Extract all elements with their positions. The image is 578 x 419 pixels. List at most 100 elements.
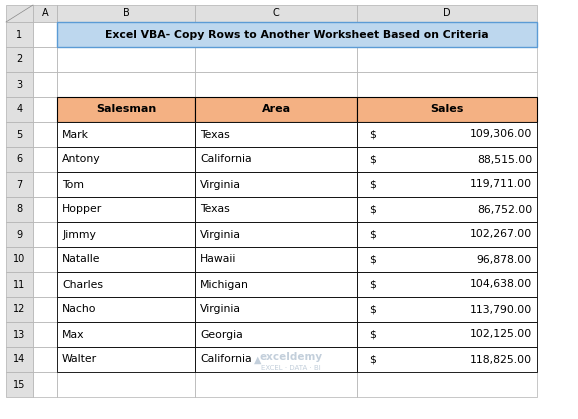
Text: Michigan: Michigan <box>200 279 249 290</box>
Bar <box>57 22 537 47</box>
Text: 104,638.00: 104,638.00 <box>470 279 532 290</box>
Bar <box>57 372 195 397</box>
Text: 88,515.00: 88,515.00 <box>477 155 532 165</box>
Text: B: B <box>123 8 129 18</box>
Text: 9: 9 <box>16 230 23 240</box>
Text: Sales: Sales <box>430 104 464 114</box>
Text: exceldemy: exceldemy <box>260 352 323 362</box>
Text: D: D <box>443 8 451 18</box>
Bar <box>195 97 357 122</box>
Bar <box>357 197 537 222</box>
Bar <box>57 122 195 147</box>
Bar <box>6 197 33 222</box>
Text: 5: 5 <box>16 129 23 140</box>
Text: $: $ <box>369 230 376 240</box>
Text: Walter: Walter <box>62 354 97 365</box>
Text: 10: 10 <box>13 254 25 264</box>
Bar <box>6 72 33 97</box>
Bar <box>33 5 57 22</box>
Text: $: $ <box>369 279 376 290</box>
Bar <box>6 22 33 47</box>
Bar <box>357 297 537 322</box>
Text: $: $ <box>369 129 376 140</box>
Text: Mark: Mark <box>62 129 89 140</box>
Bar <box>195 322 357 347</box>
Text: 8: 8 <box>16 204 23 215</box>
Text: 2: 2 <box>16 54 23 65</box>
Bar <box>357 222 537 247</box>
Bar <box>357 247 537 272</box>
Bar <box>6 172 33 197</box>
Bar <box>33 372 57 397</box>
Bar <box>57 347 195 372</box>
Bar <box>57 72 195 97</box>
Bar <box>357 97 537 122</box>
Bar <box>33 347 57 372</box>
Bar <box>195 122 357 147</box>
Text: 11: 11 <box>13 279 25 290</box>
Text: Antony: Antony <box>62 155 101 165</box>
Text: 96,878.00: 96,878.00 <box>477 254 532 264</box>
Text: 3: 3 <box>16 80 23 90</box>
Bar <box>33 247 57 272</box>
Text: 118,825.00: 118,825.00 <box>470 354 532 365</box>
Bar <box>57 247 195 272</box>
Bar <box>195 97 357 122</box>
Bar <box>357 272 537 297</box>
Bar <box>57 147 195 172</box>
Bar <box>57 347 195 372</box>
Bar <box>57 222 195 247</box>
Bar <box>6 97 33 122</box>
Text: $: $ <box>369 254 376 264</box>
Bar <box>33 222 57 247</box>
Text: 86,752.00: 86,752.00 <box>477 204 532 215</box>
Bar <box>195 72 357 97</box>
Bar <box>33 197 57 222</box>
Bar <box>57 272 195 297</box>
Bar <box>57 47 195 72</box>
Text: 7: 7 <box>16 179 23 189</box>
Bar <box>57 197 195 222</box>
Bar <box>357 347 537 372</box>
Bar <box>57 322 195 347</box>
Bar <box>195 197 357 222</box>
Bar <box>357 22 537 47</box>
Bar <box>357 347 537 372</box>
Bar <box>57 147 195 172</box>
Bar <box>57 297 195 322</box>
Bar <box>6 247 33 272</box>
Text: $: $ <box>369 179 376 189</box>
Bar <box>195 122 357 147</box>
Bar <box>195 272 357 297</box>
Bar <box>33 272 57 297</box>
Text: $: $ <box>369 204 376 215</box>
Text: Virginia: Virginia <box>200 179 241 189</box>
Bar <box>6 222 33 247</box>
Text: $: $ <box>369 354 376 365</box>
Bar <box>6 322 33 347</box>
Bar <box>57 222 195 247</box>
Bar <box>357 147 537 172</box>
Bar <box>357 322 537 347</box>
Bar <box>6 147 33 172</box>
Bar <box>195 197 357 222</box>
Bar <box>357 172 537 197</box>
Bar <box>57 197 195 222</box>
Text: 119,711.00: 119,711.00 <box>470 179 532 189</box>
Bar <box>57 22 195 47</box>
Bar <box>33 72 57 97</box>
Bar <box>357 72 537 97</box>
Bar <box>195 372 357 397</box>
Bar <box>33 122 57 147</box>
Bar <box>357 222 537 247</box>
Text: 113,790.00: 113,790.00 <box>470 305 532 315</box>
Text: Virginia: Virginia <box>200 305 241 315</box>
Bar <box>195 222 357 247</box>
Bar <box>357 97 537 122</box>
Bar <box>357 147 537 172</box>
Bar <box>57 97 195 122</box>
Bar <box>195 347 357 372</box>
Bar <box>57 97 195 122</box>
Text: 15: 15 <box>13 380 25 390</box>
Bar <box>33 322 57 347</box>
